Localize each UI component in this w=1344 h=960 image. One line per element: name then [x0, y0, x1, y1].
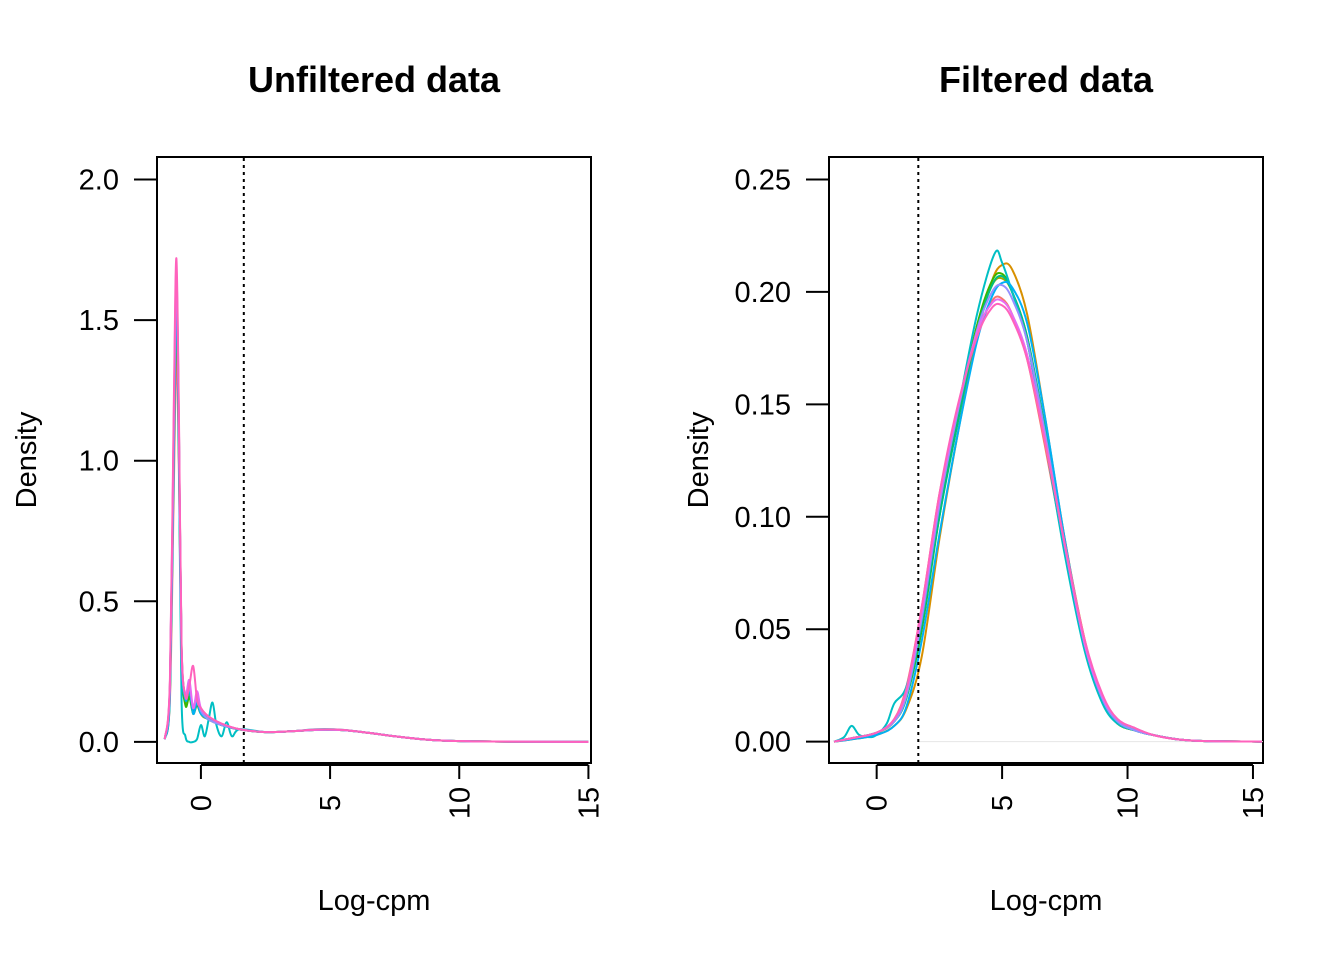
density-curve-3	[833, 276, 1262, 743]
density-curve-1	[833, 295, 1262, 743]
filtered-panel: Filtered data Log-cpm Density 0 5 10 15 0.00…	[683, 59, 1270, 917]
density-curve-7	[833, 280, 1262, 743]
x-axis-label: Log-cpm	[990, 885, 1103, 917]
x-tick-label: 10	[444, 787, 476, 819]
density-curve-6	[163, 296, 589, 744]
density-curve-4	[163, 305, 589, 743]
density-curve-2	[163, 319, 589, 743]
y-axis-label: Density	[11, 411, 43, 508]
x-tick-label: 0	[186, 795, 218, 811]
y-tick-label: 0.25	[735, 164, 791, 196]
chart-title: Unfiltered data	[248, 59, 501, 100]
x-tick-label: 10	[1113, 787, 1145, 819]
x-tick-label: 15	[573, 787, 605, 819]
y-tick-label: 1.0	[79, 446, 119, 478]
density-curve-5	[833, 274, 1262, 743]
plot-frame	[156, 156, 592, 764]
density-curve-10	[163, 257, 589, 743]
y-tick-label: 0.15	[735, 389, 791, 421]
density-curve-8	[163, 276, 589, 743]
plot-area: 0 5 10 15 0.00 0.05 0.10 0.15 0.20 0.25	[735, 158, 1270, 819]
y-tick-label: 0.20	[735, 277, 791, 309]
density-curve-2	[833, 262, 1262, 743]
x-tick-label: 0	[862, 795, 894, 811]
y-tick-label: 2.0	[79, 164, 119, 196]
x-tick-label: 5	[315, 795, 347, 811]
density-curve-9	[163, 268, 589, 743]
plot-area: 0 5 10 15 0.0 0.5 1.0 1.5 2.0	[79, 158, 605, 819]
density-curve-9	[833, 298, 1262, 743]
y-tick-label: 0.10	[735, 502, 791, 534]
density-curve-4	[833, 271, 1262, 743]
density-curve-8	[833, 283, 1262, 743]
y-tick-label: 0.5	[79, 586, 119, 618]
chart-title: Filtered data	[939, 59, 1154, 100]
plot-frame	[828, 156, 1264, 764]
y-tick-label: 0.0	[79, 727, 119, 759]
y-tick-label: 0.05	[735, 614, 791, 646]
density-curve-1	[163, 352, 589, 743]
x-tick-label: 15	[1238, 787, 1270, 819]
density-curve-5	[163, 285, 589, 743]
unfiltered-panel: Unfiltered data Log-cpm Density 0 5 10 15 0.…	[11, 59, 605, 917]
x-tick-label: 5	[987, 795, 1019, 811]
y-axis-label: Density	[683, 411, 715, 508]
density-curve-3	[163, 290, 589, 743]
x-axis-label: Log-cpm	[318, 885, 431, 917]
y-tick-label: 0.00	[735, 727, 791, 759]
density-curve-7	[163, 290, 589, 743]
y-tick-label: 1.5	[79, 305, 119, 337]
density-curve-6	[833, 249, 1262, 743]
density-curve-10	[833, 302, 1262, 743]
